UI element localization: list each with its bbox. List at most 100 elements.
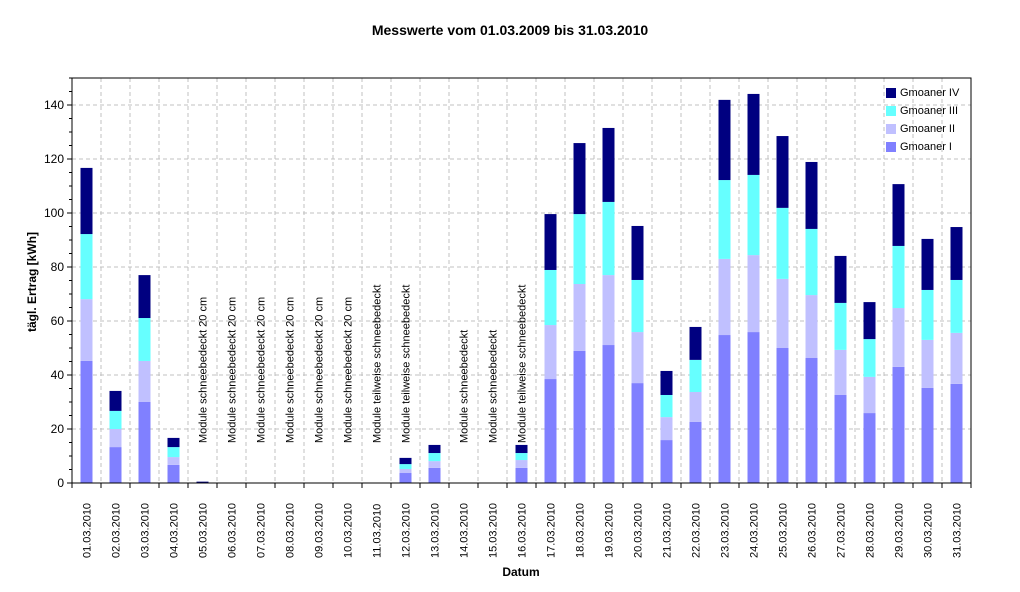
bar-segment — [776, 207, 789, 279]
bar-segment — [428, 444, 441, 454]
annotations: Module schneebedeckt 20 cm Module schneeb… — [198, 285, 529, 443]
bar-segment — [776, 136, 789, 208]
y-tick-label: 80 — [51, 260, 65, 274]
bar-segment — [515, 467, 528, 483]
annotation-text: Module schneebedeckt — [459, 330, 471, 443]
x-tick-label: 22.03.2010 — [691, 503, 703, 558]
bar-segment — [399, 473, 412, 483]
x-tick-label: 12.03.2010 — [401, 503, 413, 558]
legend-label: Gmoaner II — [900, 123, 956, 135]
x-tick-label: 03.03.2010 — [140, 503, 152, 558]
bar-segment — [544, 269, 557, 326]
bar-segment — [80, 360, 93, 483]
bar-segment — [631, 279, 644, 333]
bar-segment — [138, 360, 151, 402]
bar-segment — [196, 481, 209, 483]
x-tick-label: 04.03.2010 — [169, 503, 181, 558]
bar-segment — [544, 214, 557, 270]
x-tick-label: 13.03.2010 — [430, 503, 442, 558]
bar-segment — [109, 390, 122, 411]
bar-segment — [515, 444, 528, 454]
bar-segment — [631, 332, 644, 384]
bar-segment — [428, 461, 441, 468]
x-tick-label: 25.03.2010 — [778, 503, 790, 558]
x-tick-label: 06.03.2010 — [227, 503, 239, 558]
bar-segment — [167, 464, 180, 483]
x-tick-label: 27.03.2010 — [836, 503, 848, 558]
bar-segment — [573, 143, 586, 215]
bar-segment — [660, 440, 673, 483]
bar-segment — [689, 326, 702, 360]
bar-segment — [515, 453, 528, 461]
bar-segment — [573, 284, 586, 351]
bar-segment — [950, 332, 963, 384]
bar-segment — [167, 447, 180, 458]
bar-segment — [80, 167, 93, 235]
bar-segment — [80, 234, 93, 300]
x-tick-label: 08.03.2010 — [285, 503, 297, 558]
bar-segment — [631, 225, 644, 280]
x-tick-label: 09.03.2010 — [314, 503, 326, 558]
bar-segment — [805, 295, 818, 358]
bar-series — [80, 93, 963, 483]
legend-label: Gmoaner IV — [900, 87, 960, 99]
bar-segment — [167, 457, 180, 465]
bar-segment — [138, 275, 151, 319]
annotation-text: Module schneebedeckt — [488, 330, 500, 443]
bar-segment — [718, 335, 731, 483]
annotation-text: Module schneebedeckt 20 cm — [285, 297, 297, 443]
bar-segment — [80, 299, 93, 361]
bar-segment — [747, 332, 760, 483]
bar-segment — [399, 468, 412, 474]
annotation-text: Module schneebedeckt 20 cm — [256, 297, 268, 443]
x-tick-label: 14.03.2010 — [459, 503, 471, 558]
bar-segment — [950, 279, 963, 333]
bar-segment — [660, 370, 673, 395]
x-tick-label: 10.03.2010 — [343, 503, 355, 558]
legend-swatch-icon — [886, 106, 896, 116]
bar-segment — [747, 255, 760, 333]
bar-segment — [863, 376, 876, 414]
bar-segment — [167, 437, 180, 448]
legend-swatch-icon — [886, 124, 896, 134]
x-tick-label: 26.03.2010 — [807, 503, 819, 558]
x-tick-label: 19.03.2010 — [604, 503, 616, 558]
y-tick-label: 40 — [51, 368, 65, 382]
y-axis-tick-labels: 0 20 40 60 80 100 120 140 — [44, 98, 64, 490]
x-axis-label: Datum — [502, 565, 540, 579]
bar-segment — [689, 359, 702, 393]
x-tick-label: 11.03.2010 — [372, 504, 384, 558]
annotation-text: Module teilweise schneebedeckt — [517, 285, 529, 443]
bar-segment — [660, 394, 673, 418]
bar-segment — [602, 201, 615, 276]
legend-item-gmoaner-iv: Gmoaner IV — [886, 84, 959, 102]
bar-segment — [689, 392, 702, 422]
annotation-text: Module teilweise schneebedeckt — [401, 285, 413, 443]
legend-label: Gmoaner III — [900, 105, 959, 117]
bar-segment — [428, 467, 441, 483]
bar-segment — [544, 379, 557, 483]
legend: Gmoaner IV Gmoaner III Gmoaner II Gmoane… — [886, 84, 959, 156]
bar-segment — [776, 278, 789, 348]
bar-segment — [892, 366, 905, 483]
x-tick-label: 23.03.2010 — [720, 503, 732, 558]
bar-segment — [718, 99, 731, 181]
x-tick-label: 15.03.2010 — [488, 503, 500, 558]
legend-item-gmoaner-ii: Gmoaner II — [886, 120, 959, 138]
bar-segment — [921, 387, 934, 483]
legend-swatch-icon — [886, 88, 896, 98]
bar-segment — [805, 161, 818, 229]
bar-segment — [805, 357, 818, 483]
bar-segment — [921, 289, 934, 340]
bar-segment — [834, 255, 847, 303]
bar-segment — [863, 302, 876, 340]
y-tick-label: 60 — [51, 314, 65, 328]
x-tick-label: 21.03.2010 — [662, 503, 674, 558]
x-tick-label: 07.03.2010 — [256, 503, 268, 558]
bar-segment — [950, 383, 963, 483]
bar-segment — [718, 258, 731, 336]
x-tick-label: 31.03.2010 — [952, 503, 964, 558]
x-tick-label: 16.03.2010 — [517, 503, 529, 558]
bar-segment — [892, 245, 905, 309]
